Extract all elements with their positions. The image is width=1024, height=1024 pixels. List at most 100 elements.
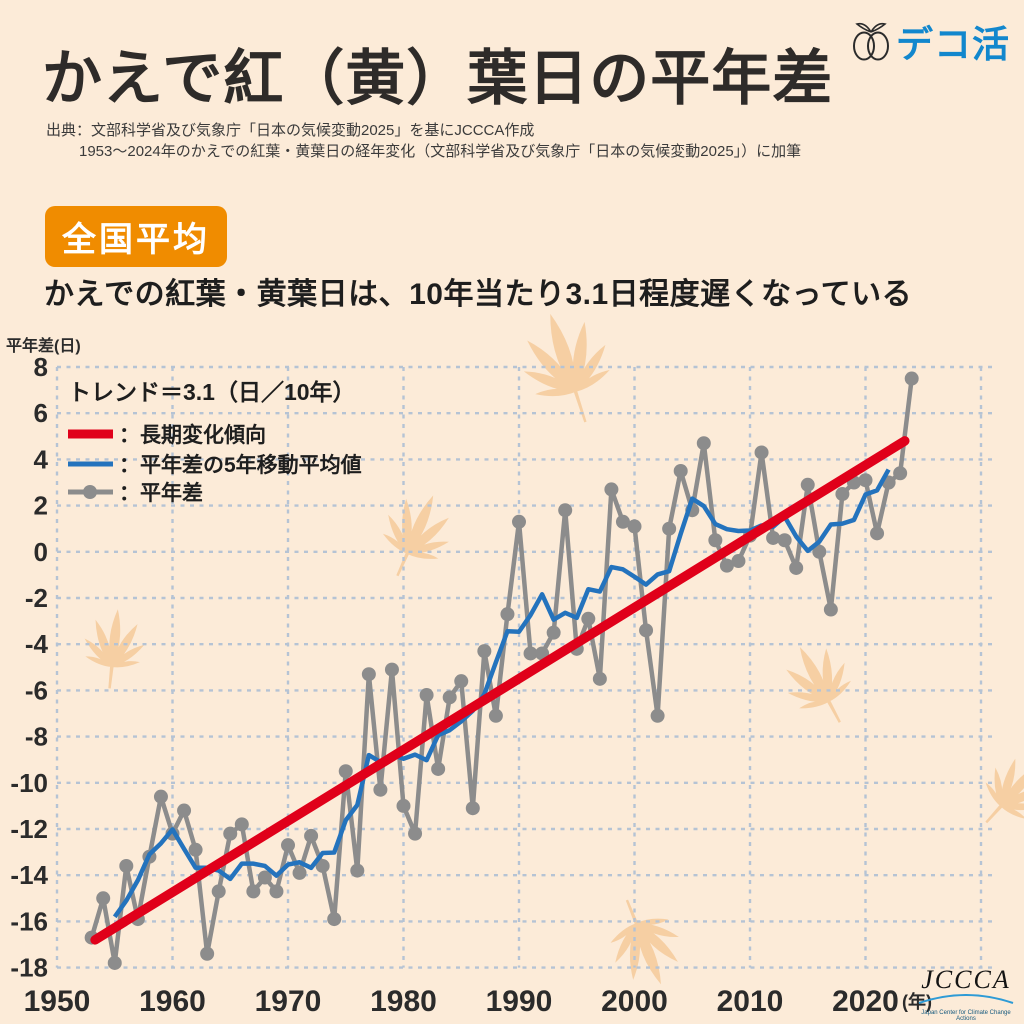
anomaly-point bbox=[650, 708, 665, 723]
source-attribution: 出典：文部科学省及び気象庁「日本の気候変動2025」を基にJCCCA作成 195… bbox=[46, 120, 801, 162]
anomaly-point bbox=[789, 560, 804, 575]
anomaly-point bbox=[234, 817, 249, 832]
anomaly-point bbox=[546, 625, 561, 640]
anomaly-point bbox=[893, 466, 908, 481]
anomaly-point bbox=[454, 674, 469, 689]
x-axis-tick-labels: 1950 1960 1970 1980 1990 2000 2010 2020 bbox=[24, 985, 899, 1018]
anomaly-point bbox=[361, 667, 376, 682]
anomaly-point bbox=[766, 530, 781, 545]
y-tick-label: 2 bbox=[34, 491, 48, 521]
anomaly-point bbox=[431, 761, 446, 776]
anomaly-point bbox=[581, 611, 596, 626]
anomaly-point bbox=[627, 519, 642, 534]
maple-leaf bbox=[610, 899, 679, 985]
trend-line bbox=[90, 436, 910, 945]
x-tick-label: 1960 bbox=[139, 985, 206, 1018]
anomaly-point bbox=[800, 477, 815, 492]
series-trend-line bbox=[90, 436, 910, 945]
anomaly-point bbox=[350, 863, 365, 878]
anomaly-point bbox=[615, 514, 630, 529]
anomaly-point bbox=[304, 828, 319, 843]
anomaly-point bbox=[500, 607, 515, 622]
y-tick-label: -14 bbox=[10, 860, 48, 890]
x-tick-label: 2020 bbox=[832, 985, 899, 1018]
region-badge: 全国平均 bbox=[45, 206, 227, 267]
anomaly-point bbox=[177, 803, 192, 818]
y-tick-label: -12 bbox=[10, 814, 48, 844]
dekokatsu-logo: デコ活 bbox=[850, 14, 1010, 68]
anomaly-point bbox=[269, 884, 284, 899]
jccca-arc-icon bbox=[918, 994, 1014, 1004]
anomaly-point bbox=[96, 891, 111, 906]
source-line-2: 1953～2024年のかえでの紅葉・黄葉日の経年変化（文部科学省及び気象庁「日本… bbox=[79, 143, 802, 160]
x-tick-label: 1970 bbox=[255, 985, 322, 1018]
anomaly-point bbox=[384, 662, 399, 677]
legend-label-anomaly: ：平年差 bbox=[119, 481, 203, 505]
anomaly-point bbox=[246, 884, 261, 899]
y-tick-label: -8 bbox=[25, 722, 48, 752]
y-tick-label: 4 bbox=[34, 444, 49, 474]
y-tick-label: -10 bbox=[10, 768, 48, 798]
trend-annotation: トレンド＝3.1（日／10年） bbox=[68, 379, 356, 405]
x-tick-label: 1950 bbox=[24, 985, 91, 1018]
maple-leaf-decorations bbox=[84, 313, 1024, 985]
dekokatsu-fruit-icon bbox=[853, 22, 889, 61]
anomaly-point bbox=[592, 671, 607, 686]
anomaly-point bbox=[281, 838, 295, 853]
anomaly-point bbox=[107, 955, 122, 970]
anomaly-point bbox=[327, 912, 342, 927]
anomaly-point bbox=[211, 884, 226, 899]
anomaly-point bbox=[777, 533, 792, 548]
legend: トレンド＝3.1（日／10年） ：長期変化傾向 ：平年差の5年移動平均値 ：平年… bbox=[68, 379, 362, 505]
x-tick-label: 1990 bbox=[486, 985, 553, 1018]
anomaly-point bbox=[257, 870, 272, 885]
anomaly-point bbox=[442, 690, 457, 705]
anomaly-point bbox=[558, 503, 573, 518]
key-finding-text: かえでの紅葉・黄葉日は、10年当たり3.1日程度遅くなっている bbox=[44, 278, 913, 311]
anomaly-point bbox=[315, 858, 330, 873]
y-axis-tick-labels: 8 6 4 2 0 -2 -4 -6 -8 -10 -12 -14 -16 -18 bbox=[10, 352, 48, 983]
anomaly-point bbox=[512, 514, 526, 529]
anomaly-point bbox=[119, 858, 134, 873]
anomaly-point bbox=[465, 801, 480, 816]
anomaly-point bbox=[338, 764, 353, 779]
jccca-logo-subtext: Japan Center for Climate Change Actions bbox=[921, 1010, 1011, 1022]
y-tick-label: 0 bbox=[34, 537, 48, 567]
anomaly-point bbox=[754, 445, 769, 460]
maple-leaf bbox=[84, 609, 145, 689]
y-tick-label: 8 bbox=[34, 352, 48, 382]
y-tick-label: -4 bbox=[25, 629, 49, 659]
anomaly-point bbox=[870, 526, 885, 541]
x-tick-label: 1980 bbox=[370, 985, 437, 1018]
anomaly-point bbox=[153, 789, 168, 804]
page-title: かえで紅（黄）葉日の平年差 bbox=[42, 45, 834, 112]
y-tick-label: 6 bbox=[34, 398, 48, 428]
anomaly-point bbox=[292, 865, 307, 880]
x-tick-label: 2000 bbox=[601, 985, 668, 1018]
jccca-logo-text: JCCCA bbox=[921, 965, 1011, 994]
jccca-logo: JCCCA Japan Center for Climate Change Ac… bbox=[914, 965, 1018, 1022]
anomaly-point bbox=[419, 688, 434, 703]
anomaly-point bbox=[904, 371, 919, 386]
y-axis-unit-label: 平年差(日) bbox=[6, 336, 81, 355]
anomaly-point bbox=[396, 798, 411, 813]
source-line-1: 出典：文部科学省及び気象庁「日本の気候変動2025」を基にJCCCA作成 bbox=[46, 122, 535, 139]
anomaly-point bbox=[200, 946, 215, 961]
anomaly-point bbox=[835, 487, 850, 502]
anomaly-point bbox=[477, 644, 492, 659]
legend-label-trend: ：長期変化傾向 bbox=[119, 423, 266, 447]
dekokatsu-logo-text: デコ活 bbox=[896, 24, 1010, 65]
anomaly-point bbox=[812, 544, 827, 559]
y-tick-label: -2 bbox=[25, 583, 48, 613]
anomaly-point bbox=[858, 473, 873, 488]
anomaly-point bbox=[708, 533, 723, 548]
x-tick-label: 2010 bbox=[717, 985, 784, 1018]
legend-swatch-anomaly-dot bbox=[83, 485, 97, 499]
x-axis-unit-label: (年) bbox=[902, 991, 932, 1012]
anomaly-point bbox=[223, 826, 238, 841]
maple-leaf bbox=[786, 647, 851, 723]
maple-leaf bbox=[985, 758, 1024, 824]
anomaly-point bbox=[731, 554, 746, 569]
